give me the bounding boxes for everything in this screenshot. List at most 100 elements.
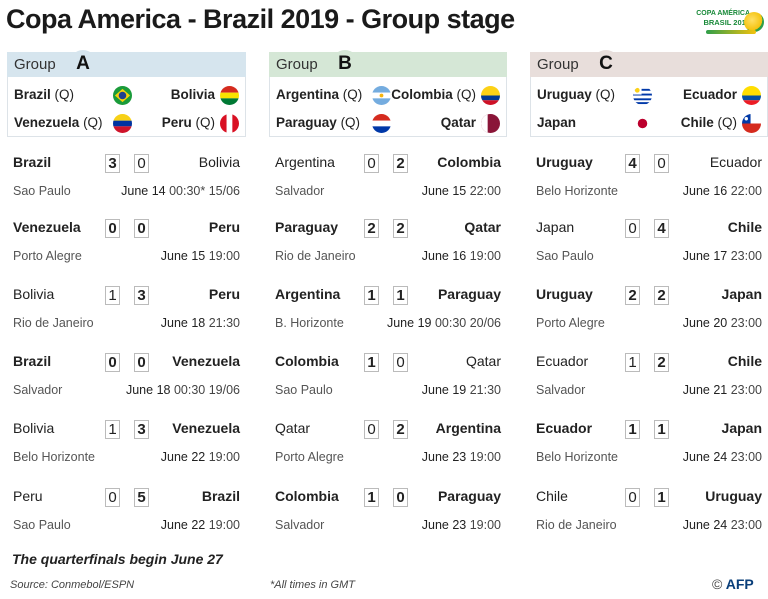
group-header: Group A (7, 50, 246, 78)
away-team: Colombia (437, 154, 501, 170)
match-card: Ecuador 1 1 Japan Belo Horizonte June 24 23:0… (530, 413, 768, 472)
match-date: June 24 (682, 450, 728, 464)
match-card: Brazil 3 0 Bolivia Sao Paulo June 14 00:30* 1… (7, 147, 246, 206)
team-row: Argentina (Q) Colombia (Q) (270, 81, 506, 109)
match-venue: Belo Horizonte (536, 184, 618, 198)
match-card: Venezuela 0 0 Peru Porto Alegre June 15 19:00 (7, 212, 246, 271)
match-card: Qatar 0 2 Argentina Porto Alegre June 23 19:0… (269, 413, 507, 472)
match-result-row: Bolivia 1 3 Peru (7, 279, 246, 312)
match-venue: Porto Alegre (536, 316, 605, 330)
away-score: 5 (134, 488, 149, 507)
away-team: Argentina (435, 420, 501, 436)
away-team: Japan (721, 286, 762, 302)
match-venue: Sao Paulo (13, 518, 71, 532)
away-score: 1 (654, 420, 669, 439)
away-score: 2 (654, 286, 669, 305)
match-result-row: Uruguay 4 0 Ecuador (530, 147, 768, 180)
match-datetime: June 23 19:00 (422, 518, 501, 532)
home-score: 1 (105, 286, 120, 305)
qualified-mark: (Q) (456, 87, 477, 102)
qualified-mark: (Q) (340, 115, 361, 130)
match-info-row: Belo Horizonte June 24 23:00 (530, 446, 768, 472)
team-label: Ecuador (682, 87, 737, 102)
match-info-row: B. Horizonte June 19 00:30 20/06 (269, 312, 507, 338)
team-name: Paraguay (Q) (276, 109, 360, 137)
match-result-row: Chile 0 1 Uruguay (530, 481, 768, 514)
match-venue: Salvador (536, 383, 586, 397)
home-team: Colombia (275, 488, 339, 504)
match-info-row: Rio de Janeiro June 24 23:00 (530, 514, 768, 540)
match-time: 21:30 (469, 383, 501, 397)
match-info-row: Sao Paulo June 19 21:30 (269, 379, 507, 405)
match-date: June 17 (682, 249, 728, 263)
match-datetime: June 14 00:30* 15/06 (121, 184, 240, 198)
colombia-flag-icon (481, 86, 500, 105)
away-score: 0 (134, 219, 149, 238)
home-score: 1 (625, 353, 640, 372)
home-team: Qatar (275, 420, 311, 436)
bolivia-flag-icon (220, 86, 239, 105)
match-time: 23:00 (730, 249, 762, 263)
match-time: 00:30 20/06 (434, 316, 501, 330)
home-score: 1 (364, 353, 379, 372)
qatar-flag-icon (481, 114, 500, 133)
match-venue: Salvador (275, 518, 325, 532)
venezuela-flag-icon (113, 114, 132, 133)
match-result-row: Uruguay 2 2 Japan (530, 279, 768, 312)
team-name: Bolivia (171, 81, 215, 109)
peru-flag-icon (220, 114, 239, 133)
gmt-note: *All times in GMT (270, 579, 355, 591)
match-date: June 15 (421, 184, 467, 198)
group-panel-b: Group B Argentina (Q) Colombia (Q) Paraguay … (269, 50, 507, 137)
match-datetime: June 18 21:30 (161, 316, 240, 330)
home-team: Uruguay (536, 286, 593, 302)
match-datetime: June 24 23:00 (683, 518, 762, 532)
home-team: Paraguay (275, 219, 339, 235)
team-name: Uruguay (Q) (537, 81, 615, 109)
source-note: Source: Conmebol/ESPN (10, 579, 135, 591)
away-score: 0 (654, 154, 669, 173)
away-score: 0 (134, 353, 149, 372)
match-info-row: Belo Horizonte June 16 22:00 (530, 180, 768, 206)
match-time: 23:00 (730, 450, 762, 464)
match-card: Paraguay 2 2 Qatar Rio de Janeiro June 16 19:… (269, 212, 507, 271)
away-score: 3 (134, 286, 149, 305)
team-label: Paraguay (276, 115, 337, 130)
match-result-row: Qatar 0 2 Argentina (269, 413, 507, 446)
home-score: 2 (625, 286, 640, 305)
group-label: Group (14, 56, 56, 73)
match-date: June 18 (160, 316, 206, 330)
away-team: Peru (208, 219, 240, 235)
away-team: Venezuela (172, 420, 240, 436)
match-card: Chile 0 1 Uruguay Rio de Janeiro June 24 23:0… (530, 481, 768, 540)
match-datetime: June 19 00:30 20/06 (387, 316, 501, 330)
match-result-row: Ecuador 1 1 Japan (530, 413, 768, 446)
group-panel-c: Group C Uruguay (Q) Ecuador Japan Chile (Q) (530, 50, 768, 137)
match-time: 19:00 (208, 450, 240, 464)
match-venue: Rio de Janeiro (13, 316, 94, 330)
ball-icon (744, 12, 764, 32)
match-venue: Belo Horizonte (536, 450, 618, 464)
match-venue: Sao Paulo (13, 184, 71, 198)
team-row: Paraguay (Q) Qatar (270, 109, 506, 137)
team-name: Qatar (441, 109, 476, 137)
match-result-row: Colombia 1 0 Qatar (269, 346, 507, 379)
away-team: Peru (208, 286, 240, 302)
group-panel-a: Group A Brazil (Q) Bolivia Venezuela (Q) Per… (7, 50, 246, 137)
team-label: Colombia (391, 87, 453, 102)
away-score: 4 (654, 219, 669, 238)
match-date: June 24 (682, 518, 728, 532)
home-team: Colombia (275, 353, 339, 369)
team-label: Brazil (14, 87, 51, 102)
home-score: 1 (105, 420, 120, 439)
copyright-symbol: © (712, 576, 723, 592)
home-score: 4 (625, 154, 640, 173)
brazil-flag-icon (113, 86, 132, 105)
away-score: 0 (134, 154, 149, 173)
home-score: 0 (105, 219, 120, 238)
group-letter-badge: B (331, 50, 359, 78)
away-team: Uruguay (705, 488, 762, 504)
match-datetime: June 16 19:00 (422, 249, 501, 263)
home-team: Japan (536, 219, 575, 235)
home-score: 0 (625, 219, 640, 238)
